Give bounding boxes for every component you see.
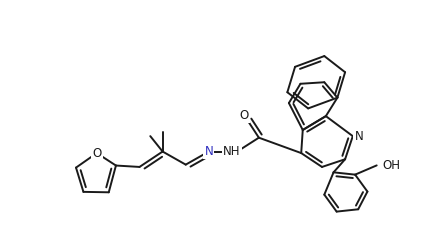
Text: N: N	[354, 130, 363, 143]
Text: OH: OH	[383, 159, 401, 172]
Text: N: N	[205, 145, 213, 158]
Text: NH: NH	[223, 145, 240, 158]
Text: O: O	[240, 109, 249, 122]
Text: O: O	[92, 147, 101, 160]
